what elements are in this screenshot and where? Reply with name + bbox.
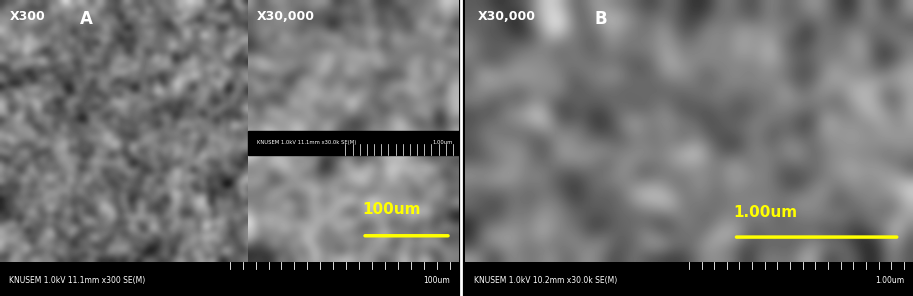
Text: KNUSEM 1.0kV 10.2mm x30.0k SE(M): KNUSEM 1.0kV 10.2mm x30.0k SE(M) (474, 276, 617, 285)
Text: X300: X300 (10, 10, 46, 23)
Text: 1.00um: 1.00um (734, 205, 798, 220)
Text: 1.00um: 1.00um (433, 140, 453, 145)
Text: 100um: 100um (424, 276, 450, 285)
Text: 100um: 100um (362, 202, 421, 218)
Text: KNUSEM 1.0kV 11.1mm x300 SE(M): KNUSEM 1.0kV 11.1mm x300 SE(M) (9, 276, 145, 285)
Text: 1.00um: 1.00um (875, 276, 904, 285)
Text: X30,000: X30,000 (257, 10, 315, 23)
Text: KNUSEM 1.0kV 11.1mm x30.0k SE(M): KNUSEM 1.0kV 11.1mm x30.0k SE(M) (257, 140, 356, 145)
Text: X30,000: X30,000 (478, 10, 536, 23)
Bar (248, 131, 459, 155)
Text: A: A (79, 10, 92, 28)
Text: B: B (594, 10, 607, 28)
